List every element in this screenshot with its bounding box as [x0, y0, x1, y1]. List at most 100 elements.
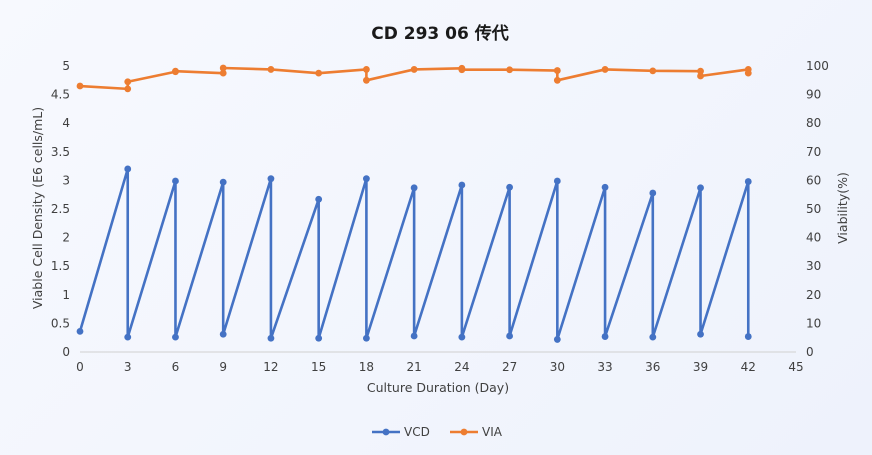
vcd-data-point [697, 184, 704, 192]
y2-tick-label: 0 [806, 345, 814, 359]
via-data-point [363, 76, 370, 84]
via-data-point [506, 66, 513, 74]
y-axis-ticks: 0 0.5 1 1.5 2 2.5 3 3.5 4 4.5 5 [51, 59, 70, 359]
vcd-data-point [219, 330, 227, 338]
y2-axis-title: Viability(%) [835, 172, 850, 244]
via-data-point [697, 72, 704, 80]
x-tick-label: 0 [76, 360, 84, 374]
via-data-point [124, 78, 132, 86]
via-data-point [219, 64, 227, 72]
y-axis-title: Viable Cell Density (E6 cells/mL) [30, 107, 45, 309]
vcd-legend-label: VCD [404, 425, 430, 439]
y-tick-label: 2 [62, 231, 70, 245]
x-tick-label: 21 [406, 360, 421, 374]
vcd-series-line [78, 167, 750, 341]
x-tick-label: 30 [550, 360, 565, 374]
x-tick-label: 36 [645, 360, 660, 374]
series-layer [76, 64, 752, 343]
via-data-point [172, 67, 179, 75]
via-data-point [76, 82, 84, 90]
x-tick-label: 9 [219, 360, 227, 374]
x-axis-title: Culture Duration (Day) [367, 380, 509, 395]
via-data-point [697, 67, 704, 75]
vcd-data-point [410, 332, 418, 340]
via-data-point [410, 66, 418, 73]
vcd-data-point [458, 181, 466, 189]
x-tick-label: 39 [693, 360, 708, 374]
y-tick-label: 2.5 [51, 202, 70, 216]
via-legend-marker [460, 428, 468, 436]
x-tick-label: 33 [597, 360, 612, 374]
y2-tick-label: 10 [806, 316, 821, 330]
via-data-point [267, 66, 275, 73]
via-data-point [744, 69, 752, 77]
y-tick-label: 3 [62, 173, 70, 187]
vcd-data-point [458, 333, 466, 341]
via-data-point [363, 66, 370, 73]
y2-tick-label: 100 [806, 59, 829, 73]
vcd-data-point [315, 334, 323, 342]
vcd-data-point [363, 175, 370, 183]
x-tick-label: 45 [788, 360, 803, 374]
via-data-point [124, 85, 132, 93]
vcd-data-point [172, 177, 179, 185]
legend: VCD VIA [372, 425, 503, 439]
x-tick-label: 42 [741, 360, 756, 374]
x-tick-label: 6 [172, 360, 180, 374]
via-data-point [649, 67, 657, 75]
y-tick-label: 1.5 [51, 259, 70, 273]
y-tick-label: 4.5 [51, 88, 70, 102]
x-tick-label: 27 [502, 360, 517, 374]
y2-tick-label: 70 [806, 145, 821, 159]
via-data-point [553, 67, 561, 74]
y2-axis-ticks: 0 10 20 30 40 50 60 70 80 90 100 [806, 59, 829, 359]
vcd-data-point [506, 332, 513, 340]
vcd-data-point [506, 183, 513, 191]
vcd-data-point [76, 328, 84, 335]
x-tick-label: 12 [263, 360, 278, 374]
x-tick-label: 18 [359, 360, 374, 374]
y2-tick-label: 20 [806, 288, 821, 302]
via-legend-label: VIA [482, 425, 503, 439]
via-data-point [553, 76, 561, 84]
vcd-data-point [267, 334, 275, 342]
vcd-data-point [124, 165, 132, 173]
vcd-data-point [410, 184, 418, 192]
vcd-legend-marker [382, 428, 390, 436]
y-tick-label: 0.5 [51, 316, 70, 330]
x-tick-label: 15 [311, 360, 326, 374]
via-data-point [458, 66, 466, 74]
y-tick-label: 5 [62, 59, 70, 73]
vcd-data-point [172, 333, 179, 341]
y-tick-label: 1 [62, 288, 70, 302]
x-tick-label: 3 [124, 360, 132, 374]
vcd-data-point [601, 333, 609, 340]
y2-tick-label: 60 [806, 173, 821, 187]
vcd-data-point [744, 178, 752, 185]
vcd-data-point [267, 175, 275, 183]
vcd-data-point [649, 189, 657, 197]
y2-tick-label: 80 [806, 116, 821, 130]
via-data-point [219, 69, 227, 77]
chart-title: CD 293 06 传代 [371, 23, 509, 44]
vcd-data-point [363, 334, 370, 342]
vcd-data-point [315, 195, 323, 203]
vcd-data-point [697, 330, 704, 338]
y2-tick-label: 40 [806, 231, 821, 245]
x-axis-ticks: 0 3 6 9 12 15 18 21 24 27 30 33 36 39 42 45 [76, 360, 803, 374]
vcd-data-point [219, 178, 227, 186]
y2-tick-label: 90 [806, 88, 821, 102]
via-data-point [315, 69, 323, 77]
vcd-data-point [649, 333, 657, 341]
y-tick-label: 4 [62, 116, 70, 130]
x-tick-label: 24 [454, 360, 469, 374]
vcd-data-point [553, 177, 561, 185]
vcd-data-point [601, 183, 609, 191]
y-tick-label: 3.5 [51, 145, 70, 159]
y2-tick-label: 50 [806, 202, 821, 216]
via-data-point [601, 66, 609, 73]
vcd-data-point [744, 333, 752, 340]
vcd-data-point [124, 333, 132, 341]
vcd-data-point [553, 336, 561, 343]
y2-tick-label: 30 [806, 259, 821, 273]
